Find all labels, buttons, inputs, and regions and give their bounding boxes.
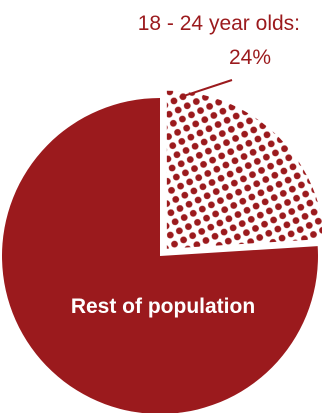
callout-leader-line <box>180 80 232 97</box>
pie-slice-18-24-year-olds <box>167 91 322 249</box>
slice-label-rest-of-population: Rest of population <box>71 295 255 318</box>
callout-label: 18 - 24 year olds: <box>138 12 300 35</box>
callout-value: 24% <box>229 46 271 69</box>
pie-slices <box>2 91 322 413</box>
